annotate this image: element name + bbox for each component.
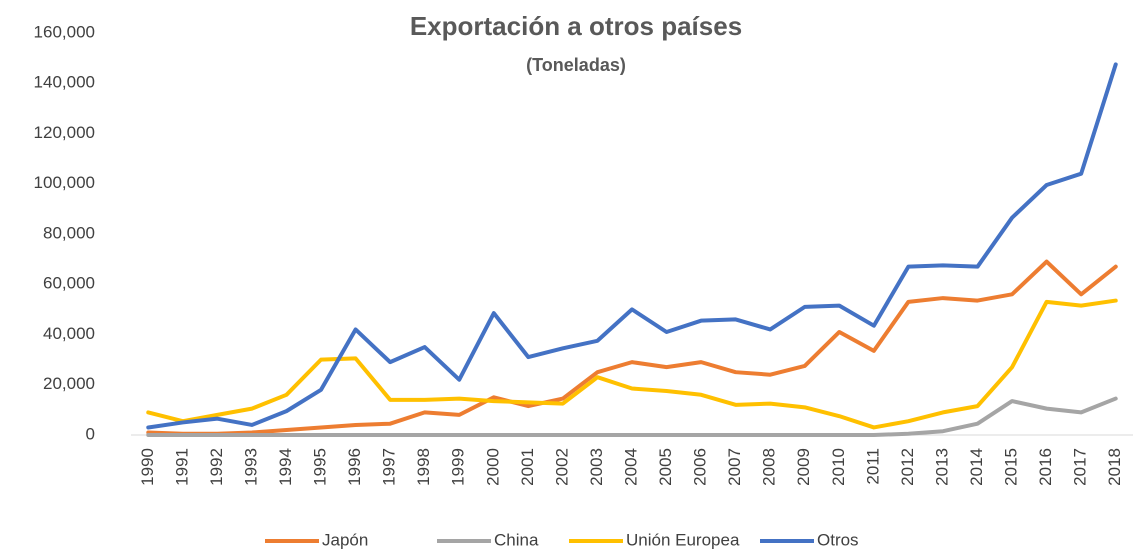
series-line	[146, 259, 1118, 436]
y-tick-label: 40,000	[43, 324, 95, 343]
chart-title: Exportación a otros países	[410, 11, 742, 41]
x-tick-label: 2006	[691, 448, 710, 486]
y-tick-label: 120,000	[34, 123, 95, 142]
x-tick-label: 2016	[1036, 448, 1055, 486]
series-line	[146, 62, 1118, 430]
chart-subtitle: (Toneladas)	[526, 55, 626, 75]
x-tick-label: 1999	[449, 448, 468, 486]
x-tick-label: 2005	[656, 448, 675, 486]
x-tick-label: 2010	[829, 448, 848, 486]
x-tick-label: 2011	[863, 448, 882, 485]
x-tick-label: 2000	[483, 448, 502, 486]
x-tick-label: 2003	[587, 448, 606, 486]
x-tick-label: 2008	[760, 448, 779, 486]
x-tick-label: 2017	[1071, 448, 1090, 486]
x-tick-label: 2001	[518, 448, 537, 486]
y-tick-label: 160,000	[34, 22, 95, 41]
y-tick-label: 80,000	[43, 223, 95, 242]
legend-label: Otros	[817, 530, 859, 549]
x-tick-label: 1991	[172, 448, 191, 486]
x-tick-label: 2012	[898, 448, 917, 486]
x-tick-label: 2013	[932, 448, 951, 486]
x-tick-label: 2004	[621, 448, 640, 486]
x-tick-label: 1998	[414, 448, 433, 486]
x-tick-label: 2009	[794, 448, 813, 486]
x-tick-label: 1995	[311, 448, 330, 486]
y-tick-label: 60,000	[43, 274, 95, 293]
x-tick-label: 1993	[241, 448, 260, 486]
series-line	[146, 396, 1118, 437]
x-tick-label: 2007	[725, 448, 744, 486]
x-tick-label: 1992	[207, 448, 226, 486]
y-tick-label: 0	[86, 424, 95, 443]
legend-label: Japón	[322, 530, 368, 549]
x-tick-label: 2002	[552, 448, 571, 486]
x-tick-label: 2018	[1105, 448, 1124, 486]
x-tick-label: 1990	[138, 448, 157, 486]
legend-label: China	[494, 530, 539, 549]
x-tick-label: 2014	[967, 448, 986, 486]
series-line	[146, 298, 1118, 430]
y-tick-label: 140,000	[34, 73, 95, 92]
y-tick-label: 100,000	[34, 173, 95, 192]
y-tick-label: 20,000	[43, 374, 95, 393]
x-tick-label: 2015	[1002, 448, 1021, 486]
x-tick-label: 1996	[345, 448, 364, 486]
x-tick-label: 1997	[380, 448, 399, 486]
x-tick-label: 1994	[276, 448, 295, 486]
legend-label: Unión Europea	[626, 530, 740, 549]
